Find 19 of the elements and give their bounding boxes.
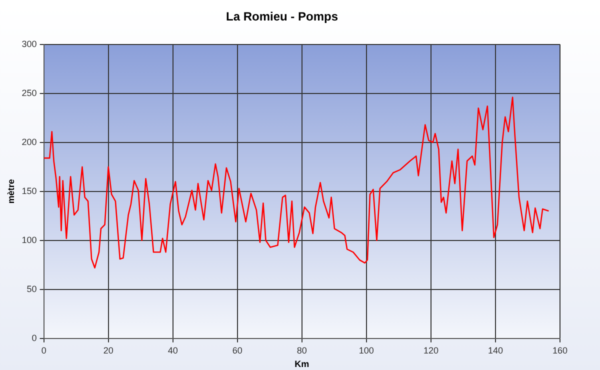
y-tick-label: 50: [26, 284, 37, 294]
chart-title: La Romieu - Pomps: [226, 10, 338, 24]
y-tick-label: 200: [22, 136, 37, 147]
x-tick-label: 60: [232, 345, 242, 356]
x-tick-label: 20: [103, 345, 114, 356]
x-tick-label: 120: [423, 345, 438, 356]
x-tick-label: 140: [488, 345, 503, 356]
y-tick-label: 0: [32, 332, 37, 343]
y-tick-label: 150: [22, 186, 37, 196]
y-tick-label: 250: [22, 88, 37, 98]
x-tick-label: 40: [168, 345, 178, 356]
y-axis-title: mètre: [6, 179, 16, 204]
x-axis-title: Km: [294, 359, 310, 370]
x-tick-label: 80: [296, 345, 307, 356]
x-tick-label: 160: [552, 345, 568, 356]
y-tick-label: 300: [22, 38, 37, 49]
x-tick-label: 100: [358, 345, 374, 356]
x-tick-label: 0: [41, 345, 46, 356]
y-tick-label: 100: [22, 234, 37, 245]
